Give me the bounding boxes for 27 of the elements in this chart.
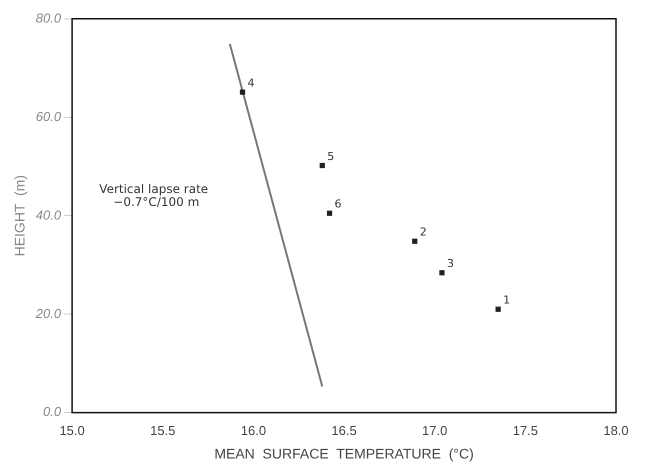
y-tick-label: 40.0 [36,207,62,222]
x-tick-label: 16.5 [331,422,357,438]
x-tick-label: 15.0 [59,422,85,438]
x-axis-title: MEAN SURFACE TEMPERATURE (°C) [214,445,474,462]
point [412,238,418,244]
point [439,270,445,276]
y-tick-label: 0.0 [43,404,62,420]
annotation: Vertical lapse rate −0.7°C/100 m [99,182,208,210]
annotation: 1 [503,294,510,307]
x-tick-label: 15.5 [150,422,176,438]
y-axis-title: HEIGHT (m) [11,174,28,256]
y-tick-label: 60.0 [36,108,62,124]
x-tick-label: 17.0 [422,422,448,438]
point [496,306,501,312]
x-tick-label: 18.0 [603,422,629,438]
annotation: 5 [327,150,334,163]
annotation: 2 [420,226,427,239]
annotation: 4 [248,76,255,90]
x-tick-label: 17.5 [512,422,538,438]
annotation: 6 [334,198,342,211]
annotation: 3 [446,257,454,270]
point [320,162,325,168]
y-tick-label: 80.0 [36,10,62,26]
x-tick-label: 16.0 [240,422,266,438]
y-tick-label: 20.0 [34,306,62,321]
point [326,210,332,216]
point [240,90,246,95]
